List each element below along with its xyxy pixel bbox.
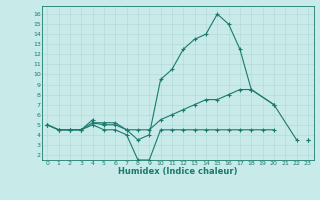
X-axis label: Humidex (Indice chaleur): Humidex (Indice chaleur) <box>118 167 237 176</box>
